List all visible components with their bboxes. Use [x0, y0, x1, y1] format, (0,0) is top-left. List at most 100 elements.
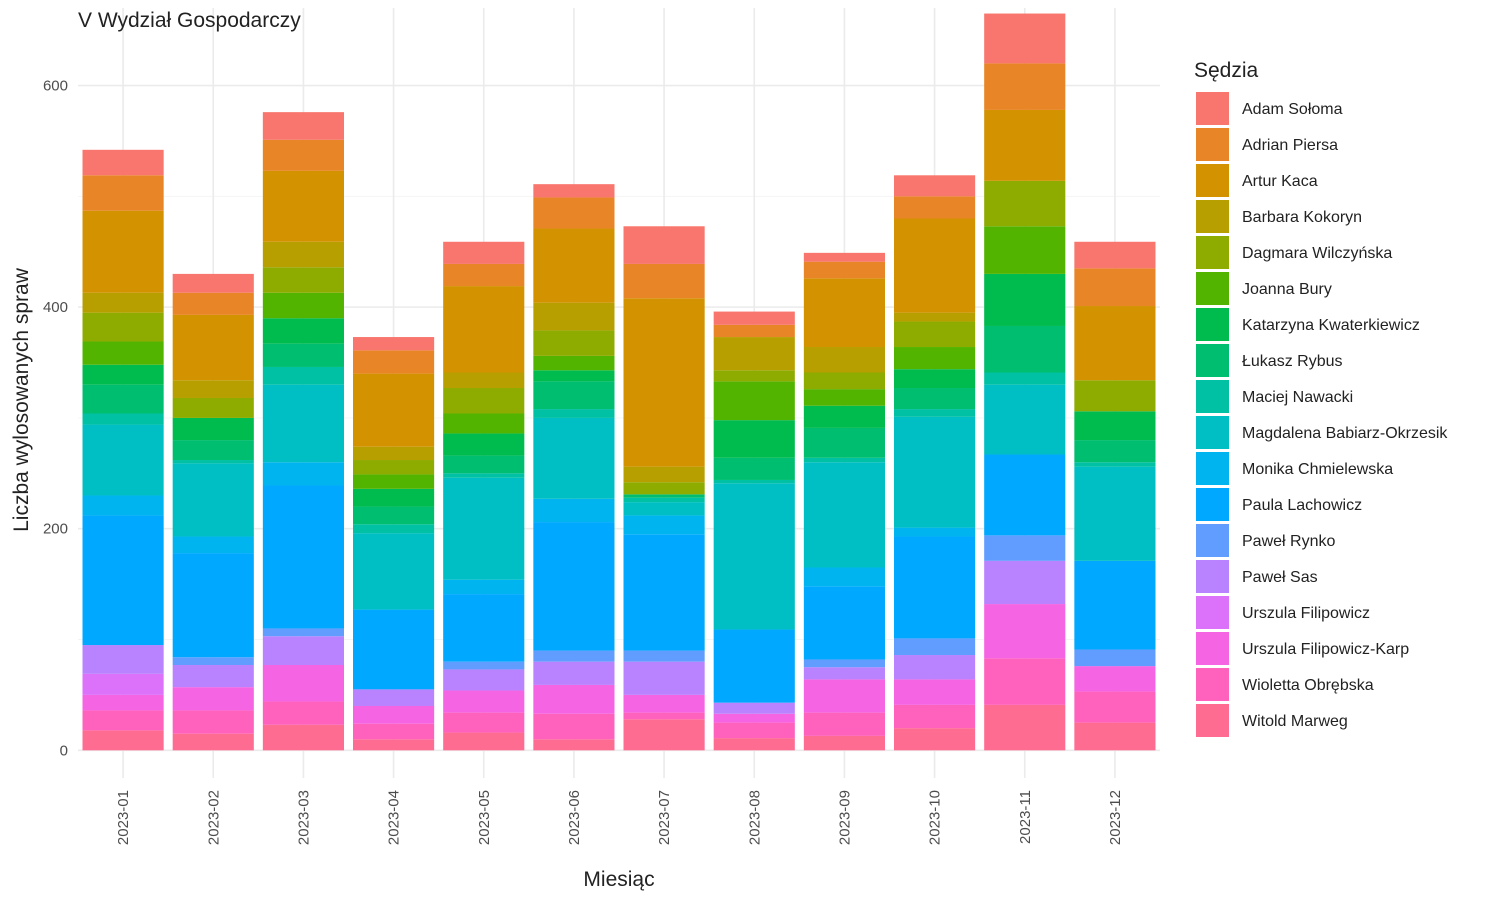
bar-segment [713, 381, 795, 421]
x-tick-label: 2023-07 [656, 790, 673, 845]
legend-swatch [1196, 632, 1229, 665]
y-tick-label: 200 [43, 521, 68, 538]
bar-segment [443, 473, 525, 478]
legend-swatch [1196, 308, 1229, 341]
legend-item: Adrian Piersa [1196, 128, 1338, 161]
bar-segment [443, 661, 525, 670]
x-tick-label: 2023-12 [1107, 790, 1124, 845]
x-axis-title: Miesiąc [583, 868, 654, 891]
legend-swatch [1196, 596, 1229, 629]
y-tick-label: 400 [43, 299, 68, 316]
bar-segment [443, 712, 525, 733]
y-tick-label: 600 [43, 78, 68, 95]
bar-segment [443, 413, 525, 434]
bar-segment [803, 427, 885, 458]
legend-item: Urszula Filipowicz [1196, 596, 1370, 629]
bar-segment [82, 210, 164, 293]
bar-stack-2023-12 [1074, 241, 1156, 751]
bar-stack-2023-04 [353, 337, 435, 751]
bar-segment [1074, 722, 1156, 751]
legend-item: Paweł Rynko [1196, 524, 1335, 557]
bar-segment [713, 337, 795, 371]
legend-label: Joanna Bury [1242, 281, 1332, 298]
bar-segment [533, 370, 615, 382]
bar-segment [984, 604, 1066, 659]
bar-segment [172, 440, 254, 461]
bar-segment [1074, 241, 1156, 269]
bar-segment [894, 347, 976, 370]
bar-segment [443, 455, 525, 474]
bar-segment [1074, 440, 1156, 463]
bar-segment [623, 263, 705, 299]
bar-segment [803, 712, 885, 736]
legend-swatch [1196, 272, 1229, 305]
legend-label: Witold Marweg [1242, 713, 1348, 730]
x-tick-label: 2023-04 [386, 790, 403, 845]
bar-segment [623, 482, 705, 495]
legend-label: Urszula Filipowicz [1242, 605, 1370, 622]
bar-segment [82, 341, 164, 365]
legend-label: Paula Lachowicz [1242, 497, 1362, 514]
bar-segment [894, 638, 976, 656]
bar-segment [443, 669, 525, 691]
bar-segment [533, 355, 615, 371]
x-tick-label: 2023-01 [115, 790, 132, 845]
bar-segment [803, 659, 885, 668]
bar-segment [984, 454, 1066, 536]
y-tick-label: 0 [60, 742, 68, 759]
legend-item: Paweł Sas [1196, 560, 1318, 593]
bar-segment [82, 364, 164, 385]
bar-segment [984, 535, 1066, 561]
bar-segment [443, 388, 525, 414]
bar-segment [533, 330, 615, 356]
bar-segment [262, 366, 344, 385]
bar-segment [82, 645, 164, 674]
bar-segment [353, 609, 435, 690]
bar-segment [262, 724, 344, 751]
legend-item: Witold Marweg [1196, 704, 1348, 737]
bar-segment [803, 457, 885, 463]
bar-segment [443, 690, 525, 713]
legend-item: Urszula Filipowicz-Karp [1196, 632, 1409, 665]
legend-title: Sędzia [1194, 59, 1259, 82]
bar-segment [894, 536, 976, 639]
bar-segment [984, 63, 1066, 110]
bar-segment [894, 655, 976, 680]
bar-segment [984, 658, 1066, 705]
x-axis-ticks: 2023-01 2023-02 2023-03 2023-04 2023-05 2023-… [115, 790, 1124, 845]
bar-segment [623, 534, 705, 651]
bar-segment [262, 384, 344, 463]
bar-segment [262, 267, 344, 293]
legend-swatch [1196, 524, 1229, 557]
legend-item: Katarzyna Kwaterkiewicz [1196, 308, 1420, 341]
bar-segment [262, 701, 344, 725]
bar-segment [623, 502, 705, 516]
x-tick-label: 2023-03 [295, 790, 312, 845]
bar-segment [533, 228, 615, 303]
bar-segment [1074, 560, 1156, 650]
x-tick-label: 2023-11 [1017, 790, 1034, 844]
bar-segment [262, 318, 344, 344]
legend-label: Urszula Filipowicz-Karp [1242, 641, 1409, 658]
bar-segment [623, 712, 705, 720]
bar-segment [984, 273, 1066, 326]
bar-segment [172, 710, 254, 734]
bar-segment [713, 370, 795, 382]
bar-segment [82, 149, 164, 176]
bar-segment [984, 180, 1066, 227]
bar-segment [353, 474, 435, 489]
bar-segment [533, 713, 615, 740]
bar-segment [443, 241, 525, 264]
bar-segment [82, 413, 164, 425]
legend-swatch [1196, 668, 1229, 701]
legend-item: Artur Kaca [1196, 164, 1318, 197]
legend-swatch [1196, 200, 1229, 233]
bar-segment [533, 302, 615, 331]
legend-item: Magdalena Babiarz-Okrzesik [1196, 416, 1448, 449]
bar-segment [803, 278, 885, 348]
x-tick-label: 2023-10 [927, 790, 944, 845]
bar-segment [353, 705, 435, 724]
legend-swatch [1196, 452, 1229, 485]
bar-segment [353, 350, 435, 374]
bar-segment [443, 594, 525, 662]
